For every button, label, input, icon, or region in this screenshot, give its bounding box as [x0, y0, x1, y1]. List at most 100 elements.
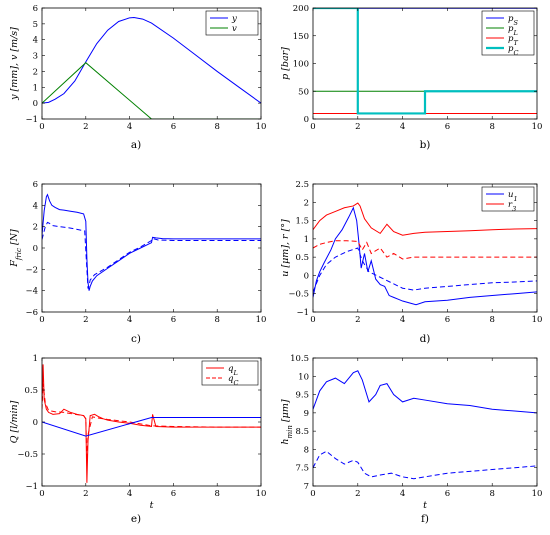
x-tick-label: 6	[445, 315, 450, 325]
legend-box	[201, 360, 259, 386]
x-tick-label: 0	[39, 315, 44, 325]
y-tick-label: 6	[33, 180, 38, 190]
y-tick-label: 0	[304, 271, 309, 281]
y-tick-label: 150	[293, 32, 309, 42]
x-tick-label: 2	[83, 489, 88, 499]
legend-label: pC	[508, 44, 518, 57]
y-tick-label: 8	[304, 445, 309, 455]
y-tick-label: −2	[25, 265, 38, 275]
x-tick-label: 8	[214, 315, 219, 325]
y-tick-label: 6	[33, 4, 38, 14]
y-tick-label: 3	[33, 52, 38, 62]
x-axis-label: t	[423, 500, 427, 511]
series-line-line2	[313, 247, 537, 293]
x-tick-label: 8	[489, 489, 494, 499]
legend-label: y	[231, 14, 237, 24]
series-line-line3	[42, 417, 261, 437]
y-axis-label: y [mm], v [m/s]	[9, 27, 20, 101]
panel-caption: a)	[131, 139, 141, 151]
x-tick-label: 0	[310, 315, 315, 325]
x-tick-label: 8	[489, 315, 494, 325]
plot-frame	[312, 183, 538, 313]
y-tick-label: 10.5	[290, 354, 309, 364]
series-line-qC	[42, 383, 261, 461]
y-axis-label: hmin [μm]	[280, 399, 294, 444]
y-tick-label: −0.5	[17, 450, 38, 460]
series-line-v	[42, 62, 261, 119]
y-tick-label: 50	[298, 87, 309, 97]
x-tick-label: 4	[127, 315, 132, 325]
y-tick-label: −1	[296, 308, 309, 318]
series-line-pC	[313, 8, 537, 115]
panel-caption: b)	[420, 139, 431, 151]
x-tick-label: 0	[39, 122, 44, 132]
x-tick-label: 6	[445, 122, 450, 132]
x-tick-label: 8	[489, 122, 494, 132]
y-tick-label: 2	[33, 223, 38, 233]
y-tick-label: −4	[25, 287, 38, 297]
legend-label: v	[232, 24, 237, 34]
x-tick-label: 8	[214, 122, 219, 132]
x-tick-label: 6	[445, 489, 450, 499]
x-tick-label: 10	[256, 122, 267, 132]
x-tick-label: 6	[171, 122, 176, 132]
y-tick-label: 1.5	[295, 217, 309, 227]
panel-caption: d)	[420, 333, 431, 345]
y-tick-label: 1	[304, 235, 309, 245]
y-tick-label: 8.5	[295, 427, 309, 437]
y-tick-label: 0	[304, 115, 309, 125]
panel-c: 0 2 4 6 8 10 −6 −4 −2 0 2 4 6 Ffric [N] c)	[9, 180, 266, 345]
y-axis-label: Ffric [N]	[9, 229, 23, 268]
plot-frame	[41, 7, 262, 120]
y-tick-label: 0.5	[24, 386, 38, 396]
legend-label: r3	[508, 200, 516, 213]
x-tick-label: 6	[171, 315, 176, 325]
y-tick-label: 0.5	[295, 253, 309, 263]
x-tick-label: 2	[355, 315, 360, 325]
x-axis-label: t	[150, 500, 154, 511]
panel-caption: e)	[131, 513, 141, 525]
y-axis-label: Q [l/min]	[9, 400, 20, 443]
x-tick-label: 4	[127, 122, 132, 132]
y-tick-label: 7	[304, 482, 309, 492]
x-tick-label: 2	[355, 122, 360, 132]
y-axis-label: u [μm], r [°]	[280, 219, 291, 277]
legend-label: pL	[508, 24, 518, 37]
series-line-r3	[313, 202, 537, 236]
x-tick-label: 10	[256, 489, 267, 499]
x-tick-label: 2	[83, 122, 88, 132]
series-line-line1	[313, 370, 537, 414]
series-line-u1	[313, 206, 537, 306]
y-tick-label: 100	[293, 60, 309, 70]
y-tick-label: 0	[33, 418, 38, 428]
y-tick-label: 0	[33, 244, 38, 254]
panel-caption: c)	[131, 333, 141, 345]
y-tick-label: 2	[304, 198, 309, 208]
y-tick-label: −0.5	[288, 290, 309, 300]
plot-frame	[312, 357, 538, 487]
x-tick-label: 6	[171, 489, 176, 499]
series-line-line4	[313, 240, 537, 260]
x-tick-label: 4	[127, 489, 132, 499]
y-tick-label: 2.5	[295, 180, 309, 190]
y-axis-label: p [bar]	[280, 47, 291, 80]
legend-label: qL	[228, 364, 238, 377]
x-tick-label: 10	[532, 315, 543, 325]
y-tick-label: 4	[33, 36, 38, 46]
y-tick-label: 10	[298, 372, 309, 382]
x-tick-label: 4	[400, 489, 405, 499]
y-tick-label: 9.5	[295, 391, 309, 401]
y-tick-label: −1	[25, 115, 38, 125]
x-tick-label: 4	[400, 122, 405, 132]
series-line-line2	[42, 221, 261, 289]
series-line-line2	[313, 450, 537, 480]
x-tick-label: 0	[310, 122, 315, 132]
y-tick-label: 9	[304, 409, 309, 419]
